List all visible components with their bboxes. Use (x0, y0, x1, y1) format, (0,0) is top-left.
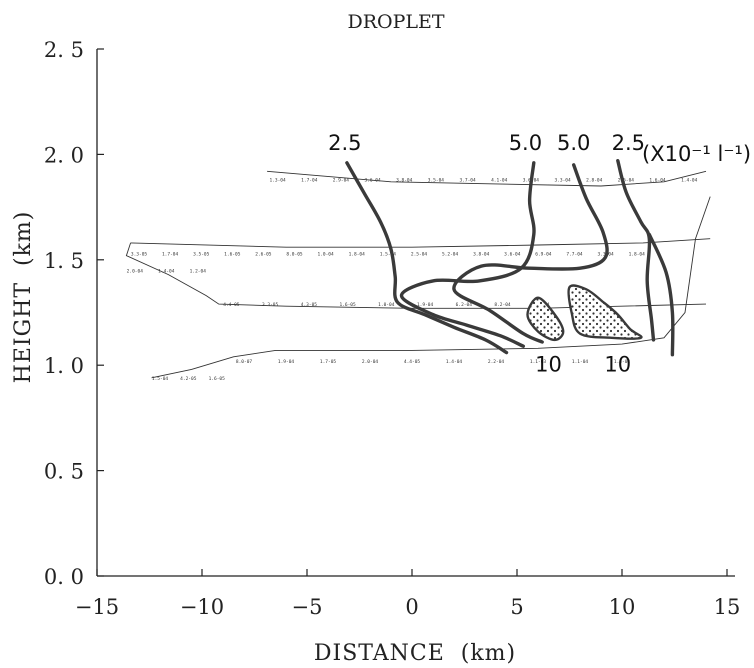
y-tick-label: 2. 0 (44, 143, 84, 167)
point-value-label: 8.2-04 (494, 302, 511, 308)
flight-track-line (267, 170, 707, 187)
point-value-label: 1.6-05 (209, 376, 226, 382)
point-value-label: 2.6-05 (255, 252, 272, 258)
point-value-label: 1.1-03 (530, 359, 547, 365)
x-tick-label: 10 (609, 595, 636, 619)
point-value-label: 1.0-04 (317, 252, 334, 258)
point-value-label: 4.2-05 (180, 376, 197, 382)
point-value-label: 3.5-04 (428, 178, 445, 184)
point-value-label: 1.4-04 (681, 178, 698, 184)
x-tick-label: −5 (292, 595, 323, 619)
contour-line (452, 163, 609, 344)
x-tick-label: 5 (510, 595, 523, 619)
point-value-label: 1.1-04 (572, 359, 589, 365)
y-axis-label: HEIGHT (km) (11, 211, 36, 384)
contour-labels: 2.5 5.0 5.0 2.5 10 10 (328, 131, 645, 376)
point-value-label: 7.7-04 (566, 252, 583, 258)
point-value-label: 4.3-05 (301, 302, 318, 308)
point-value-label: 1.2-04 (190, 268, 207, 274)
contour-level-label: 5.0 (509, 131, 542, 155)
point-value-label: 1.7-04 (301, 178, 318, 184)
point-value-label: 1.6-04 (649, 178, 666, 184)
point-value-label: 3.3-04 (554, 178, 571, 184)
x-tick-label: 15 (714, 595, 741, 619)
contour-lines (345, 159, 675, 357)
point-value-label: 8.0-07 (236, 359, 253, 365)
point-value-label: 4.4-05 (404, 359, 421, 365)
point-value-label: 1.8-04 (349, 252, 366, 258)
y-ticks: 0. 0 0. 5 1. 0 1. 5 2. 0 2. 5 (44, 38, 104, 589)
point-value-label: 1.6-05 (339, 302, 356, 308)
point-value-label: 5.2-04 (442, 252, 459, 258)
flight-track-line (151, 196, 711, 379)
point-value-label: 2.0-04 (362, 359, 379, 365)
contour-level-label: 5.0 (557, 131, 590, 155)
unit-label: (X10⁻¹ l⁻¹) (642, 142, 751, 166)
y-tick-label: 0. 5 (44, 460, 84, 484)
point-value-label: 1.5-04 (152, 376, 169, 382)
y-tick-label: 1. 5 (44, 249, 84, 273)
point-value-label: 1.0-04 (378, 302, 395, 308)
point-label-rows: 1.3-04 1.7-04 2.9-04 3.6-04 3.8-04 3.5-04 3.7-… (127, 178, 698, 382)
point-value-label: 3.6-04 (504, 252, 521, 258)
shaded-regions (526, 284, 643, 342)
point-value-label: 3.5-05 (193, 252, 210, 258)
point-value-label: 2.5-04 (618, 178, 635, 184)
contour-line (616, 159, 656, 342)
contour-level-label: 2.5 (612, 131, 645, 155)
point-value-label: 8.0-05 (286, 252, 303, 258)
point-value-label: 1.9-04 (417, 302, 434, 308)
point-value-label: 1.6-05 (224, 252, 241, 258)
chart-title: DROPLET (347, 11, 444, 33)
x-ticks: −15 −10 −5 0 5 10 15 (75, 569, 741, 619)
flight-track-line (125, 242, 707, 309)
point-value-label: 1.4-04 (446, 359, 463, 365)
contour-line (399, 161, 536, 348)
point-value-label: 3.3-05 (131, 252, 148, 258)
point-value-label: 1.5-04 (380, 252, 397, 258)
point-value-label: 1.9-04 (278, 359, 295, 365)
shaded-region (567, 284, 643, 340)
point-value-label: 2.8-04 (586, 178, 603, 184)
point-value-label: 6.9-04 (535, 252, 552, 258)
shaded-region (526, 296, 565, 342)
point-value-label: 1.3-04 (269, 178, 286, 184)
contour-line (345, 161, 509, 355)
y-tick-label: 2. 5 (44, 38, 84, 62)
y-tick-label: 0. 0 (44, 565, 84, 589)
point-value-label: 2.5-04 (411, 252, 428, 258)
flight-track-line (130, 238, 711, 248)
point-value-label: 1.7-05 (320, 359, 337, 365)
x-tick-label: −15 (75, 595, 119, 619)
point-value-label: 6.2-04 (456, 302, 473, 308)
contour-level-label: 10 (535, 353, 562, 377)
contour-line (647, 232, 675, 357)
point-value-label: 4.4-05 (223, 302, 240, 308)
contour-level-label: 2.5 (328, 131, 361, 155)
point-value-label: 2.0-04 (127, 268, 144, 274)
point-value-label: 3.8-04 (396, 178, 413, 184)
point-value-label: 1.8-04 (629, 252, 646, 258)
point-value-label: 1.7-04 (162, 252, 179, 258)
point-value-label: 2.9-04 (333, 178, 350, 184)
point-value-label: 3.6-04 (364, 178, 381, 184)
point-value-label: 3.3-05 (262, 302, 279, 308)
point-value-label: 3.8-04 (473, 252, 490, 258)
x-tick-label: 0 (405, 595, 418, 619)
point-value-label: 2.2-04 (488, 359, 505, 365)
x-axis-label: DISTANCE (km) (314, 641, 516, 666)
contour-level-label: 10 (604, 353, 631, 377)
x-tick-label: −10 (180, 595, 224, 619)
point-value-label: 4.1-04 (491, 178, 508, 184)
point-value-label: 3.7-04 (459, 178, 476, 184)
point-value-label: 1.3-03 (614, 359, 631, 365)
flight-tracks (125, 170, 711, 379)
y-tick-label: 1. 0 (44, 354, 84, 378)
point-value-label: 1.4-04 (158, 268, 175, 274)
